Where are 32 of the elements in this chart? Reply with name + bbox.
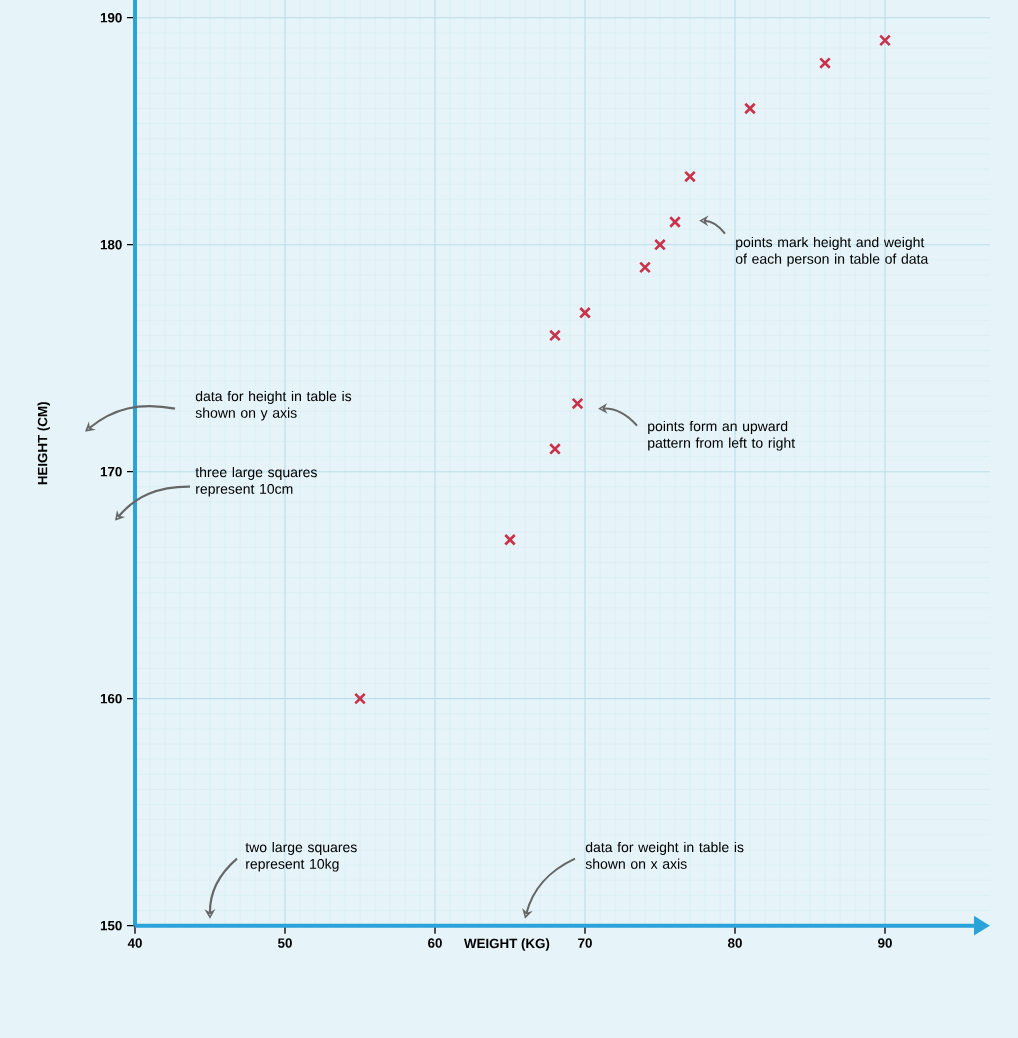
annotation: three large squares represent 10cm [195,466,317,497]
point [653,238,667,251]
annotation: points form an upward pattern from left to right [648,420,795,451]
point [503,533,517,546]
x-tick-label: 50 [278,938,292,948]
annotation: data for weight in table is shown on x axis [585,841,744,869]
y-axis-title: HEIGHT (CM) [37,402,50,485]
y-tick-label: 160 [100,693,122,704]
point [668,215,682,229]
x-tick-label: 80 [728,938,742,948]
x-axis-title: WEIGHT (KG) [463,938,550,951]
point [683,170,697,183]
y-tick-label: 170 [100,466,122,477]
y-tick-label: 150 [100,920,122,931]
x-tick-label: 90 [878,938,892,948]
y-tick-label: 180 [100,239,122,250]
point [743,102,757,115]
point [638,261,652,274]
point [878,34,892,47]
point [548,329,562,342]
point [578,306,592,319]
annotation: data for height in table is shown on y axis [195,390,352,421]
point [353,692,367,705]
x-tick-label: 40 [127,938,142,948]
point [548,442,562,456]
point [571,397,584,410]
y-tick-label: 190 [100,12,122,23]
x-tick-label: 60 [428,938,442,948]
x-tick-label: 70 [578,938,592,948]
annotation: points mark height and weight of each person in table of data [735,236,929,267]
annotation: two large squares represent 10kg [245,841,357,872]
point [818,57,832,70]
